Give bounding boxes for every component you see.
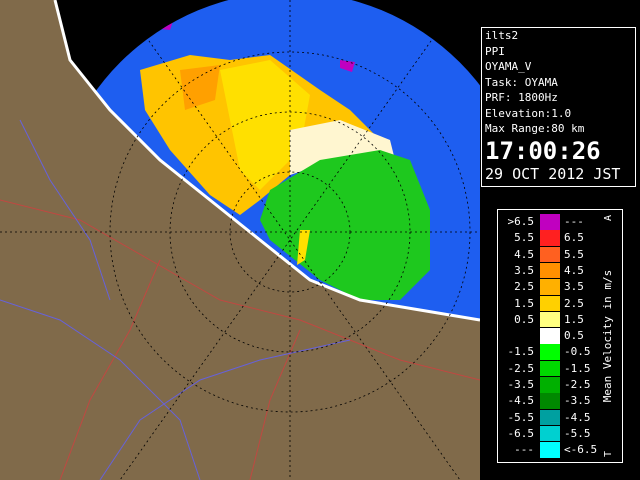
legend-row: 0.5 1.5 (498, 311, 608, 328)
legend-left-label: -1.5 (507, 345, 535, 359)
legend-bottom-letter: T (603, 451, 614, 457)
legend-left-label: 1.5 (514, 296, 534, 310)
legend-left-label: 0.5 (514, 312, 534, 326)
legend-row: 1.5 2.5 (498, 295, 608, 311)
velocity-legend: A Mean Velocity in m/s T >6.5 --- 5.5 6.5 4.… (497, 209, 623, 463)
legend-row: -2.5 -1.5 (498, 360, 608, 377)
legend-axis: A Mean Velocity in m/s T (601, 215, 614, 457)
legend-swatch (540, 328, 560, 344)
legend-row: -5.5 -4.5 (498, 409, 608, 426)
legend-right-label: -4.5 (564, 410, 591, 424)
legend-right-label: 3.5 (564, 280, 584, 294)
legend-right-label: -0.5 (564, 345, 591, 359)
info-line: PPI (485, 44, 505, 58)
legend-swatch (540, 262, 560, 279)
info-line: Elevation:1.0 (485, 106, 572, 120)
scan-date: 29 OCT 2012 JST (485, 164, 621, 183)
legend-right-label: 6.5 (564, 231, 584, 245)
legend-right-label: -2.5 (564, 378, 591, 391)
legend-swatch (540, 230, 560, 246)
info-panel: ilts2 PPI OYAMA_V Task: OYAMA PRF: 1800Hz Ele… (481, 27, 636, 187)
legend-swatch (540, 311, 560, 328)
info-line: PRF: 1800Hz (485, 91, 558, 104)
legend-title: Mean Velocity in m/s (601, 270, 614, 402)
legend-swatch (540, 442, 560, 458)
legend-left-label: >6.5 (507, 215, 535, 228)
legend-left-label: 5.5 (514, 231, 534, 245)
legend-right-label: -3.5 (564, 394, 591, 408)
info-line: Task: OYAMA (485, 75, 558, 89)
scan-time: 17:00:26 (485, 136, 601, 165)
coastline (53, 0, 480, 322)
legend-right-label: 1.5 (564, 312, 584, 326)
legend-swatch (540, 409, 560, 426)
legend-left-label: -2.5 (507, 361, 535, 375)
legend-right-label: --- (564, 215, 584, 228)
legend-row: -4.5 -3.5 (498, 393, 608, 409)
info-line: ilts2 (485, 29, 519, 42)
legend-right-label: <-6.5 (564, 443, 598, 457)
legend-left-label: -6.5 (507, 426, 535, 440)
legend-right-label: 0.5 (564, 329, 584, 343)
range-rings (0, 0, 480, 480)
radar-map (0, 0, 480, 480)
rivers (0, 119, 351, 480)
legend-row: --- <-6.5 (498, 442, 608, 458)
legend-left-label: -5.5 (507, 410, 535, 424)
legend-row: -6.5 -5.5 (498, 425, 608, 442)
legend-swatch (540, 393, 560, 409)
legend-left-label: 2.5 (514, 280, 534, 294)
echoes (140, 15, 430, 300)
legend-swatch (540, 425, 560, 442)
legend-row: -1.5 -0.5 (498, 344, 608, 360)
legend-right-label: -1.5 (564, 361, 591, 375)
legend-row: >6.5 --- (498, 214, 608, 230)
legend-left-label: 4.5 (514, 247, 534, 261)
legend-swatch (540, 246, 560, 263)
legend-left-label: -3.5 (507, 378, 535, 391)
legend-row: 0.5 (498, 328, 608, 344)
legend-left-label: --- (514, 443, 534, 457)
legend-swatch (540, 360, 560, 377)
legend-right-label: -5.5 (564, 426, 591, 440)
legend-right-label: 4.5 (564, 263, 584, 277)
legend-swatch (540, 377, 560, 393)
legend-row: 4.5 5.5 (498, 246, 608, 263)
legend-swatch (540, 279, 560, 295)
legend-row: 2.5 3.5 (498, 279, 608, 295)
legend-swatch (540, 344, 560, 360)
legend-swatch (540, 295, 560, 311)
legend-row: 3.5 4.5 (498, 262, 608, 279)
legend-top-letter: A (603, 215, 614, 221)
legend-right-label: 2.5 (564, 296, 584, 310)
legend-left-label: -4.5 (507, 394, 535, 408)
legend-swatch (540, 214, 560, 230)
legend-left-label: 3.5 (514, 263, 534, 277)
info-line: Max Range:80 km (485, 122, 585, 135)
legend-row: 5.5 6.5 (498, 230, 608, 246)
info-line: OYAMA_V (485, 60, 532, 73)
legend-row: -3.5 -2.5 (498, 377, 608, 393)
legend-right-label: 5.5 (564, 247, 584, 261)
